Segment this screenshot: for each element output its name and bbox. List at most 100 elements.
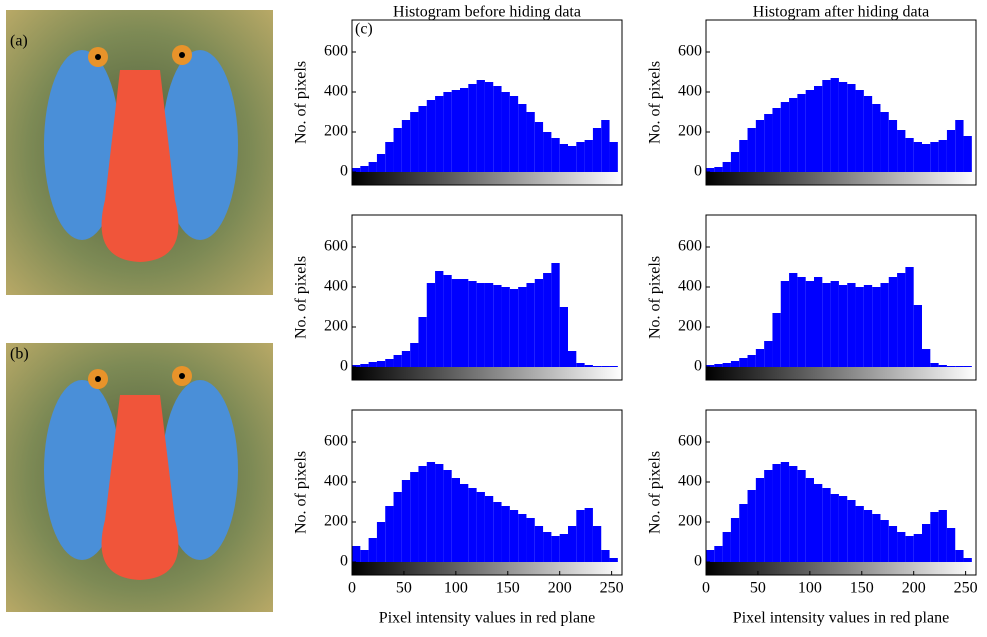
y-tick-label: 0 xyxy=(340,163,348,180)
x-tick-label: 100 xyxy=(444,580,468,597)
bar xyxy=(559,534,568,562)
bar xyxy=(518,104,527,172)
bar xyxy=(913,305,922,367)
bar xyxy=(543,273,552,367)
bar xyxy=(930,363,939,367)
bar xyxy=(493,502,502,562)
bar xyxy=(797,277,806,367)
bar xyxy=(576,510,585,562)
bar xyxy=(822,488,831,562)
y-tick-label: 200 xyxy=(678,123,702,140)
bar xyxy=(755,478,765,562)
bar xyxy=(764,470,773,562)
bar xyxy=(501,92,510,172)
x-tick-label: 50 xyxy=(750,580,766,597)
bar xyxy=(814,277,823,367)
bar xyxy=(739,358,748,367)
bar xyxy=(730,152,740,172)
x-tick-label: 50 xyxy=(396,580,412,597)
bar xyxy=(764,341,773,367)
bar xyxy=(938,510,947,562)
bar xyxy=(592,128,602,172)
bar xyxy=(559,307,568,367)
bar xyxy=(401,351,411,367)
bar xyxy=(493,285,502,367)
bar xyxy=(418,317,427,367)
bar xyxy=(509,96,519,172)
x-axis-label: Pixel intensity values in red plane xyxy=(379,610,595,627)
bar xyxy=(963,366,972,367)
y-tick-label: 400 xyxy=(678,473,702,490)
bar xyxy=(739,504,748,562)
x-tick-label: 250 xyxy=(954,580,978,597)
bar xyxy=(435,96,444,172)
bar xyxy=(706,365,715,367)
bar xyxy=(426,462,436,562)
bar xyxy=(584,365,593,367)
bar xyxy=(576,142,585,172)
bar xyxy=(551,536,560,562)
y-tick-label: 0 xyxy=(694,553,702,570)
chart-title: Histogram after hiding data xyxy=(753,4,929,21)
bar xyxy=(484,496,494,562)
bar xyxy=(888,526,898,562)
y-tick-label: 600 xyxy=(324,238,348,255)
bar xyxy=(789,273,798,367)
bar xyxy=(855,90,864,172)
bar xyxy=(863,96,873,172)
x-tick-label: 200 xyxy=(902,580,926,597)
bar xyxy=(592,526,602,562)
bar xyxy=(526,283,535,367)
y-tick-label: 600 xyxy=(678,433,702,450)
bar xyxy=(476,492,485,562)
bar xyxy=(789,98,798,172)
y-tick-label: 400 xyxy=(324,473,348,490)
bar xyxy=(714,167,723,172)
bar xyxy=(443,275,452,367)
x-tick-label: 0 xyxy=(348,580,356,597)
bar xyxy=(385,506,394,562)
bar xyxy=(847,500,856,562)
axes-frame xyxy=(351,214,623,381)
bar xyxy=(955,550,964,562)
bar xyxy=(443,470,452,562)
y-tick-label: 200 xyxy=(678,318,702,335)
y-tick-label: 400 xyxy=(678,83,702,100)
axes-frame xyxy=(351,19,623,186)
image-b: (b) xyxy=(6,343,273,612)
bar xyxy=(822,283,831,367)
x-tick-label: 150 xyxy=(850,580,874,597)
bar xyxy=(543,132,552,172)
bar xyxy=(747,490,756,562)
bar xyxy=(905,267,914,367)
y-tick-label: 0 xyxy=(694,358,702,375)
x-tick-label: 150 xyxy=(496,580,520,597)
bar xyxy=(352,365,361,367)
bar xyxy=(460,484,469,562)
bar xyxy=(568,146,577,172)
bar xyxy=(460,88,469,172)
bar xyxy=(847,283,856,367)
y-axis-label: No. of pixels xyxy=(293,61,310,144)
bar xyxy=(913,534,922,562)
bar xyxy=(963,136,972,172)
y-tick-label: 200 xyxy=(324,123,348,140)
bar xyxy=(838,82,848,172)
bar xyxy=(938,140,947,172)
bar xyxy=(780,102,790,172)
bar xyxy=(888,120,898,172)
axes-frame xyxy=(705,409,977,576)
bar xyxy=(922,349,931,367)
image-a: (a) xyxy=(6,10,273,295)
bar xyxy=(410,472,419,562)
bar xyxy=(518,287,527,367)
bar xyxy=(601,120,610,172)
bar xyxy=(946,528,956,562)
bar xyxy=(376,154,386,172)
bar xyxy=(722,532,731,562)
bar xyxy=(534,526,544,562)
bar xyxy=(805,478,814,562)
bar xyxy=(368,162,377,172)
bar xyxy=(551,138,560,172)
